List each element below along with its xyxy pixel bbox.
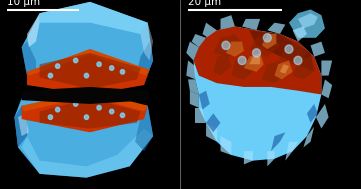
Polygon shape <box>190 91 199 108</box>
Polygon shape <box>186 42 199 60</box>
Polygon shape <box>40 53 140 89</box>
Polygon shape <box>268 151 274 166</box>
Polygon shape <box>231 57 257 79</box>
Polygon shape <box>40 2 148 34</box>
Polygon shape <box>316 104 329 129</box>
Polygon shape <box>195 108 206 123</box>
Polygon shape <box>135 106 153 151</box>
Polygon shape <box>285 142 298 161</box>
Polygon shape <box>249 30 314 72</box>
Circle shape <box>56 64 60 68</box>
Polygon shape <box>213 53 231 76</box>
Polygon shape <box>242 19 260 30</box>
Circle shape <box>109 109 114 114</box>
Polygon shape <box>22 129 153 178</box>
Circle shape <box>84 73 89 78</box>
Polygon shape <box>27 13 40 47</box>
Polygon shape <box>321 79 332 98</box>
Polygon shape <box>135 42 153 83</box>
Polygon shape <box>206 123 217 142</box>
Polygon shape <box>14 106 27 147</box>
Circle shape <box>84 115 89 119</box>
Circle shape <box>48 115 53 119</box>
Polygon shape <box>268 23 285 34</box>
Circle shape <box>109 66 114 70</box>
Polygon shape <box>192 34 206 47</box>
Polygon shape <box>221 136 231 155</box>
Polygon shape <box>321 60 332 76</box>
Circle shape <box>238 56 246 65</box>
Polygon shape <box>22 42 36 79</box>
Polygon shape <box>226 42 244 57</box>
Circle shape <box>56 107 60 112</box>
Polygon shape <box>22 91 148 112</box>
Circle shape <box>264 34 271 42</box>
Circle shape <box>48 73 53 78</box>
Polygon shape <box>280 42 307 66</box>
Circle shape <box>120 70 125 74</box>
Polygon shape <box>14 98 153 178</box>
Polygon shape <box>206 113 221 132</box>
Polygon shape <box>249 34 280 57</box>
Polygon shape <box>298 13 318 28</box>
Circle shape <box>285 45 293 53</box>
Polygon shape <box>262 34 276 49</box>
Circle shape <box>74 58 78 63</box>
Circle shape <box>120 113 125 118</box>
Polygon shape <box>262 60 289 83</box>
Circle shape <box>253 49 261 57</box>
Circle shape <box>222 41 230 50</box>
Circle shape <box>97 62 101 67</box>
Polygon shape <box>27 49 149 94</box>
Polygon shape <box>280 64 289 74</box>
Polygon shape <box>289 9 325 38</box>
Polygon shape <box>203 23 217 38</box>
Polygon shape <box>22 2 153 91</box>
Circle shape <box>294 56 302 65</box>
Polygon shape <box>292 26 307 42</box>
Circle shape <box>74 102 78 106</box>
Text: 10 μm: 10 μm <box>7 0 40 7</box>
Polygon shape <box>27 49 149 76</box>
Polygon shape <box>186 60 195 79</box>
Polygon shape <box>271 132 285 151</box>
Polygon shape <box>249 57 260 64</box>
Polygon shape <box>18 113 29 136</box>
Polygon shape <box>188 79 199 94</box>
Polygon shape <box>193 26 321 161</box>
Polygon shape <box>221 15 235 30</box>
Polygon shape <box>193 26 321 94</box>
Text: 20 μm: 20 μm <box>188 0 221 7</box>
Polygon shape <box>140 23 153 60</box>
Polygon shape <box>244 53 264 72</box>
Polygon shape <box>22 91 148 132</box>
Polygon shape <box>310 42 325 57</box>
Polygon shape <box>292 57 316 79</box>
Polygon shape <box>213 34 244 57</box>
Polygon shape <box>199 91 210 110</box>
Polygon shape <box>307 104 318 123</box>
Polygon shape <box>274 60 292 79</box>
Polygon shape <box>303 127 314 147</box>
Circle shape <box>97 105 101 110</box>
Polygon shape <box>244 151 253 164</box>
Polygon shape <box>40 98 140 129</box>
Polygon shape <box>22 87 149 104</box>
